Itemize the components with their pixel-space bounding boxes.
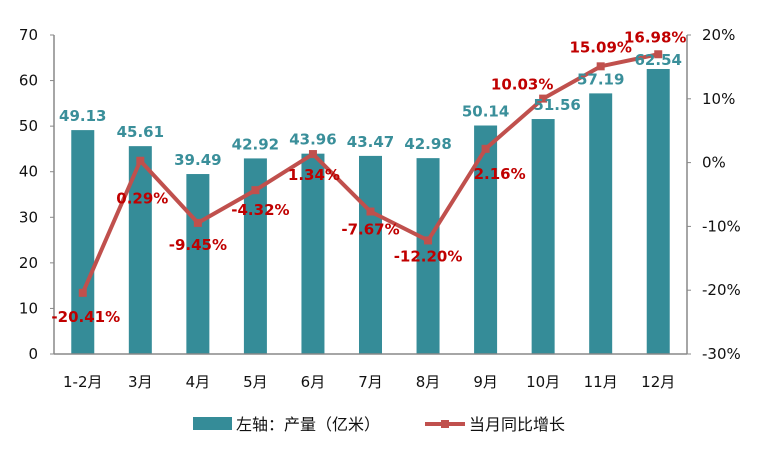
x-tick-label: 11月 xyxy=(584,373,618,391)
line-marker xyxy=(251,186,260,195)
legend-line-marker xyxy=(441,420,449,428)
bar-value-label: 51.56 xyxy=(533,96,580,114)
bar-value-label: 42.92 xyxy=(232,135,279,153)
bar-value-label: 45.61 xyxy=(117,123,164,141)
bar-value-label: 39.49 xyxy=(174,151,221,169)
line-value-label: 15.09% xyxy=(569,38,631,56)
legend: 左轴：产量（亿米） 当月同比增长 xyxy=(193,415,565,434)
x-tick-label: 8月 xyxy=(416,373,441,391)
line-marker xyxy=(366,207,375,216)
labels: 49.13 45.61 39.49 42.92 43.96 43.47 42.98 50.14… xyxy=(51,28,686,326)
left-tick-label: 40 xyxy=(19,163,38,181)
bar xyxy=(128,146,152,354)
legend-line-label: 当月同比增长 xyxy=(469,415,565,434)
right-tick-label: -30% xyxy=(702,345,741,363)
bar xyxy=(589,93,613,354)
line-value-label: 1.34% xyxy=(288,166,340,184)
bar-value-label: 43.47 xyxy=(347,133,394,151)
bar xyxy=(646,68,670,355)
bar xyxy=(359,155,382,354)
bar xyxy=(243,158,267,354)
line-value-label: 10.03% xyxy=(491,76,553,94)
left-tick-label: 20 xyxy=(19,254,38,272)
right-tick-label: 0% xyxy=(702,154,726,172)
line-marker xyxy=(78,288,87,297)
bar xyxy=(474,125,498,355)
right-tick-label: 10% xyxy=(702,90,735,108)
bar-value-label: 50.14 xyxy=(462,103,509,121)
line-marker xyxy=(539,94,548,103)
legend-bar-label: 左轴：产量（亿米） xyxy=(236,415,380,434)
bar xyxy=(531,119,555,354)
line-marker xyxy=(424,236,433,245)
bar-value-label: 43.96 xyxy=(289,131,336,149)
bar xyxy=(71,130,95,354)
line-marker xyxy=(193,218,202,227)
line-value-label: -7.67% xyxy=(341,221,399,239)
x-tick-label: 1-2月 xyxy=(63,373,103,391)
line-value-label: 2.16% xyxy=(474,165,526,183)
x-tick-label: 3月 xyxy=(128,373,153,391)
right-tick-label: -10% xyxy=(702,217,741,235)
line-value-label: -20.41% xyxy=(51,308,120,326)
line-series xyxy=(78,50,663,297)
bar xyxy=(301,153,325,354)
left-tick-label: 0 xyxy=(28,345,38,363)
bar-value-label: 42.98 xyxy=(404,135,451,153)
bar xyxy=(416,158,440,354)
x-tick-label: 7月 xyxy=(358,373,383,391)
line-marker xyxy=(654,50,663,59)
left-tick-label: 70 xyxy=(19,26,38,44)
line-value-label: -12.20% xyxy=(394,247,463,265)
bar-value-label: 62.54 xyxy=(635,51,682,69)
x-tick-label: 10月 xyxy=(526,373,560,391)
left-tick-label: 10 xyxy=(19,299,38,317)
x-tick-label: 6月 xyxy=(301,373,326,391)
left-tick-label: 30 xyxy=(19,208,38,226)
line-marker xyxy=(136,156,145,165)
legend-bar-swatch xyxy=(193,417,232,430)
right-tick-label: 20% xyxy=(702,26,735,44)
line-marker xyxy=(481,144,490,153)
bar xyxy=(186,174,210,354)
line-marker xyxy=(596,62,605,71)
line-marker xyxy=(308,150,317,159)
line-value-label: 0.29% xyxy=(116,190,168,208)
x-tick-label: 12月 xyxy=(641,373,675,391)
bar-value-label: 49.13 xyxy=(59,107,106,125)
line-value-label: -4.32% xyxy=(231,201,289,219)
x-tick-label: 5月 xyxy=(243,373,268,391)
x-tick-label: 4月 xyxy=(186,373,211,391)
line-value-label: -9.45% xyxy=(169,236,227,254)
bars xyxy=(71,68,670,355)
left-tick-label: 60 xyxy=(19,72,38,90)
bar-value-label: 57.19 xyxy=(577,70,624,88)
right-tick-label: -20% xyxy=(702,281,741,299)
x-tick-label: 9月 xyxy=(473,373,498,391)
line-value-label: 16.98% xyxy=(624,28,686,46)
left-tick-label: 50 xyxy=(19,117,38,135)
axes: 0 10 20 30 40 50 60 70 -30% -20% -10% 0% 10% 20% 1-2月 3… xyxy=(19,26,741,391)
